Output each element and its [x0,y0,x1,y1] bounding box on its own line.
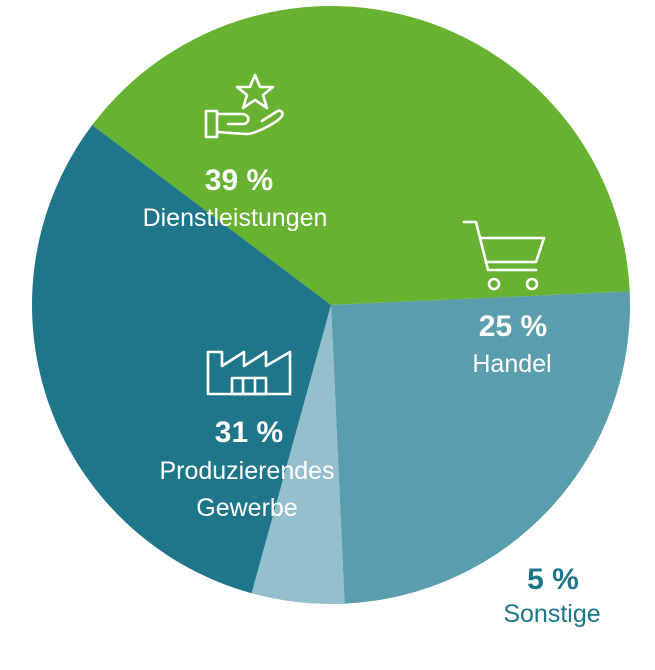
slice-label-produzierendes-gewerbe-line2: Gewerbe [196,494,297,522]
slice-value-sonstige: 5 % [527,563,579,596]
pie-slice-dienstleistungen [92,6,630,306]
slice-value-dienstleistungen: 39 % [205,164,273,197]
pie-slice-sonstige [251,305,345,604]
slice-label-sonstige: Sonstige [503,600,600,628]
slice-value-produzierendes-gewerbe: 31 % [215,416,283,449]
slice-value-handel: 25 % [479,310,547,343]
slice-label-dienstleistungen: Dienstleistungen [143,204,328,232]
slice-label-handel: Handel [472,350,551,378]
pie-slice-handel [331,291,630,604]
slice-label-produzierendes-gewerbe-line1: Produzierendes [159,457,334,485]
shopping-cart-icon [462,220,546,291]
pie-slices [32,6,630,604]
factory-icon [206,350,292,396]
pie-slice-produzierendes-gewerbe [32,125,332,594]
hand-star-icon [204,73,284,139]
